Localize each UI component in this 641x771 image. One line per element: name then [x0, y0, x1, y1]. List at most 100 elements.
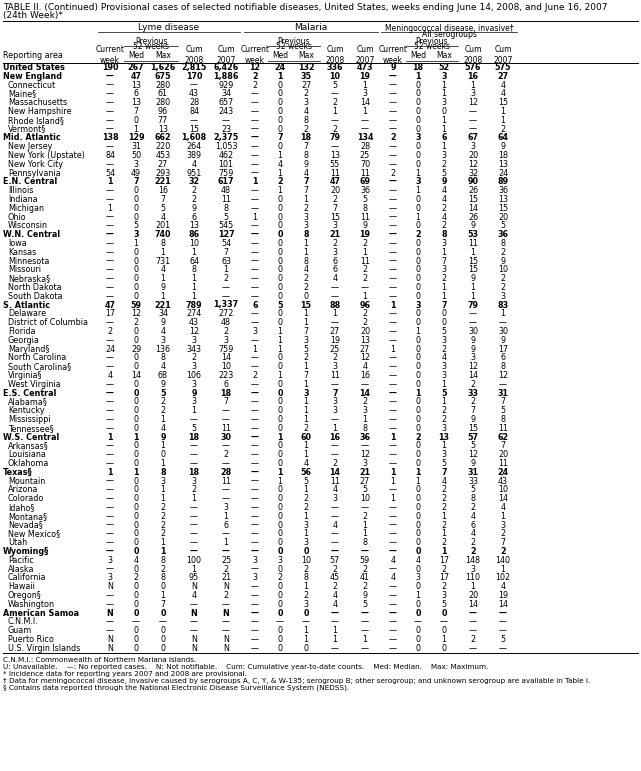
Text: 6,426: 6,426 [213, 63, 238, 72]
Text: 1: 1 [133, 433, 138, 442]
Text: 657: 657 [219, 98, 233, 107]
Text: 8: 8 [303, 116, 308, 125]
Text: 9: 9 [470, 459, 476, 468]
Text: 36: 36 [360, 186, 370, 195]
Text: —: — [106, 72, 114, 81]
Text: 60: 60 [301, 433, 312, 442]
Text: 0: 0 [160, 635, 165, 644]
Text: —: — [106, 318, 114, 327]
Text: 7: 7 [441, 301, 447, 309]
Text: 15: 15 [468, 257, 478, 265]
Text: —: — [190, 530, 198, 538]
Text: 6: 6 [192, 213, 197, 221]
Text: 14: 14 [329, 468, 340, 476]
Text: 0: 0 [133, 195, 138, 204]
Text: 2: 2 [442, 406, 447, 415]
Text: —: — [222, 600, 230, 608]
Text: 0: 0 [415, 530, 420, 538]
Text: 3: 3 [333, 247, 338, 257]
Text: 1: 1 [278, 371, 283, 380]
Text: Max: Max [298, 50, 314, 59]
Text: 2: 2 [442, 485, 447, 494]
Text: —: — [190, 600, 198, 608]
Text: 0: 0 [133, 204, 138, 213]
Text: —: — [251, 389, 259, 398]
Text: —: — [389, 371, 397, 380]
Text: 70: 70 [360, 160, 370, 169]
Text: 5: 5 [442, 600, 447, 608]
Text: 59: 59 [360, 556, 370, 564]
Text: 1: 1 [333, 107, 338, 116]
Text: 0: 0 [303, 291, 308, 301]
Text: 0: 0 [415, 257, 420, 265]
Text: 10: 10 [189, 239, 199, 248]
Text: —: — [251, 644, 259, 653]
Text: —: — [389, 107, 397, 116]
Text: 0: 0 [133, 379, 138, 389]
Text: 100: 100 [187, 556, 201, 564]
Text: 0: 0 [415, 371, 420, 380]
Text: —: — [389, 283, 397, 292]
Text: —: — [389, 389, 397, 398]
Text: 0: 0 [278, 265, 283, 274]
Text: 0: 0 [415, 107, 420, 116]
Text: 2: 2 [303, 353, 308, 362]
Text: 1: 1 [278, 433, 283, 442]
Text: 0: 0 [415, 626, 420, 635]
Text: —: — [251, 247, 259, 257]
Text: —: — [251, 635, 259, 644]
Text: 1: 1 [303, 362, 308, 371]
Text: 1: 1 [224, 538, 228, 547]
Text: —: — [251, 397, 259, 406]
Text: 1: 1 [253, 177, 258, 187]
Text: 20: 20 [360, 327, 370, 336]
Text: 4: 4 [501, 89, 506, 98]
Text: 3: 3 [442, 151, 447, 160]
Text: 0: 0 [278, 107, 283, 116]
Text: 2: 2 [224, 591, 229, 600]
Text: 0: 0 [415, 450, 420, 459]
Text: 15: 15 [468, 195, 478, 204]
Text: 11: 11 [498, 424, 508, 433]
Text: 0: 0 [415, 247, 420, 257]
Text: —: — [106, 274, 114, 283]
Text: —: — [251, 485, 259, 494]
Text: Florida: Florida [8, 327, 35, 336]
Text: —: — [389, 538, 397, 547]
Text: 2: 2 [362, 564, 367, 574]
Text: —: — [251, 151, 259, 160]
Text: 389: 389 [187, 151, 201, 160]
Text: 0: 0 [278, 503, 283, 512]
Text: 19: 19 [360, 230, 370, 239]
Text: —: — [190, 450, 198, 459]
Text: 3: 3 [253, 574, 258, 582]
Text: 1: 1 [160, 591, 165, 600]
Text: 1,337: 1,337 [213, 301, 238, 309]
Text: —: — [389, 98, 397, 107]
Text: 28: 28 [189, 98, 199, 107]
Text: 2: 2 [415, 230, 420, 239]
Text: 4: 4 [160, 213, 165, 221]
Text: —: — [389, 441, 397, 450]
Text: 1: 1 [501, 309, 506, 318]
Text: 84: 84 [189, 107, 199, 116]
Text: 0: 0 [278, 644, 283, 653]
Text: 1: 1 [303, 397, 308, 406]
Text: 0: 0 [415, 80, 420, 89]
Text: 15: 15 [468, 265, 478, 274]
Text: 140: 140 [495, 556, 510, 564]
Text: —: — [106, 230, 114, 239]
Text: 96: 96 [158, 107, 168, 116]
Text: 5: 5 [501, 635, 506, 644]
Text: 59: 59 [131, 301, 142, 309]
Text: —: — [389, 644, 397, 653]
Text: 19: 19 [330, 335, 340, 345]
Text: —: — [106, 424, 114, 433]
Text: 0: 0 [133, 397, 138, 406]
Text: 24: 24 [497, 468, 508, 476]
Text: 1: 1 [363, 635, 367, 644]
Text: 129: 129 [128, 133, 144, 143]
Text: —: — [389, 353, 397, 362]
Text: —: — [106, 485, 114, 494]
Text: —: — [389, 591, 397, 600]
